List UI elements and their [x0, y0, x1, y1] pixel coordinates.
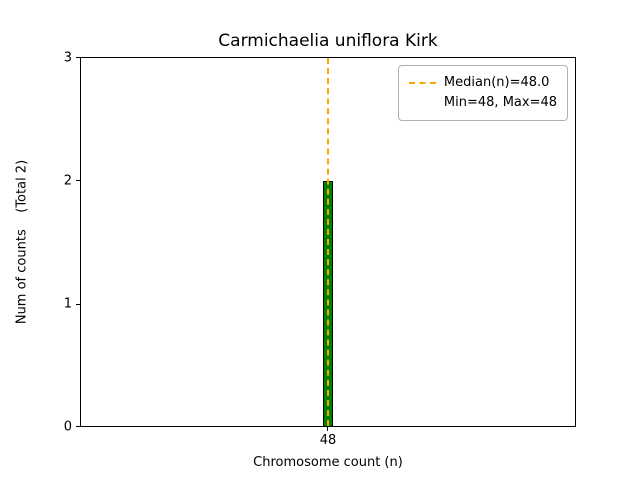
- y-tick-mark-1: [76, 304, 80, 305]
- x-tick-label-48: 48: [319, 433, 337, 448]
- median-dashed-line-icon: [408, 82, 436, 84]
- plot-area: Median(n)=48.0 Min=48, Max=48: [80, 57, 576, 427]
- legend-entry-minmax: Min=48, Max=48: [409, 93, 557, 113]
- y-axis-label: Num of counts (Total 2): [14, 159, 30, 325]
- median-line: [327, 58, 329, 426]
- y-tick-label-1: 1: [63, 296, 72, 312]
- legend-entry-median: Median(n)=48.0: [408, 73, 557, 93]
- chart-title: Carmichaelia uniflora Kirk: [218, 31, 438, 51]
- legend: Median(n)=48.0 Min=48, Max=48: [397, 65, 568, 121]
- x-tick-mark-48: [327, 427, 328, 431]
- y-tick-mark-2: [76, 180, 80, 181]
- y-tick-label-2: 2: [63, 173, 72, 189]
- y-tick-label-0: 0: [63, 419, 72, 435]
- legend-minmax-label: Min=48, Max=48: [443, 95, 557, 110]
- y-tick-mark-3: [76, 57, 80, 58]
- x-axis-label: Chromosome count (n): [253, 455, 403, 470]
- legend-median-label: Median(n)=48.0: [443, 75, 550, 90]
- y-tick-mark-0: [76, 426, 80, 427]
- y-tick-label-3: 3: [63, 50, 72, 66]
